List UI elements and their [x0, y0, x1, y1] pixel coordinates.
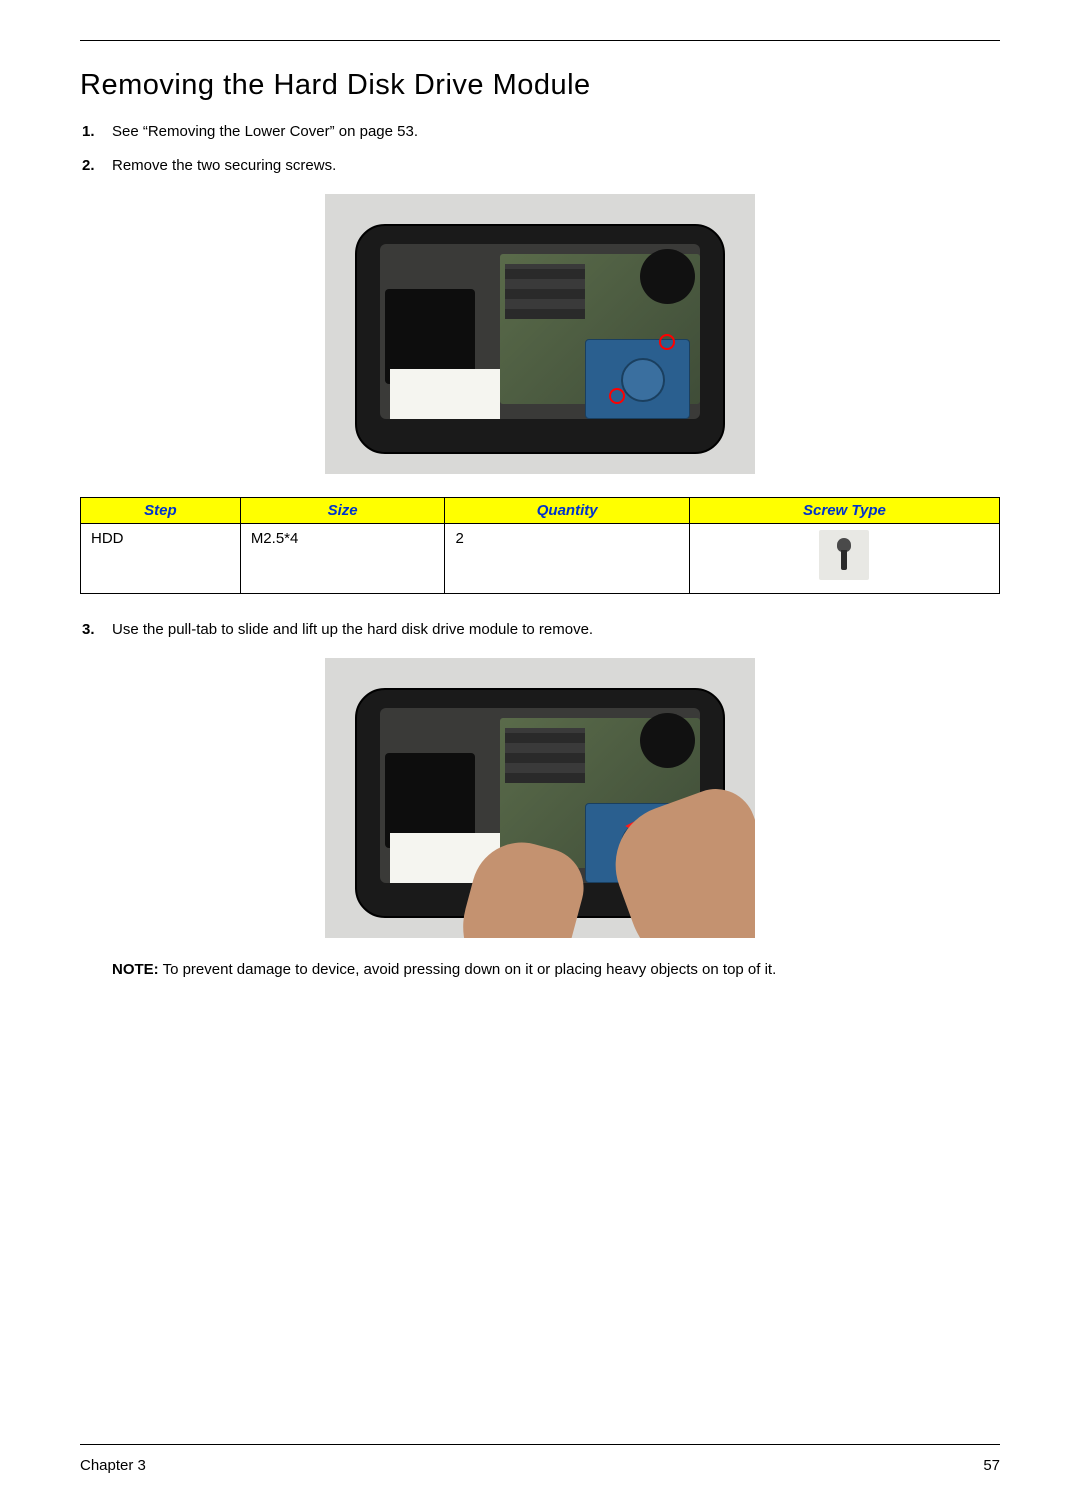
figure-1-wrap	[80, 194, 1000, 479]
footer-chapter: Chapter 3	[80, 1457, 146, 1474]
step-text: See “Removing the Lower Cover” on page 5…	[112, 123, 418, 140]
step-number: 1.	[82, 120, 95, 144]
note-label: NOTE:	[112, 961, 159, 978]
step-3: 3. Use the pull-tab to slide and lift up…	[112, 618, 1000, 642]
screw-marker-icon	[659, 334, 675, 350]
figure-2-wrap	[80, 658, 1000, 943]
step-2: 2. Remove the two securing screws.	[112, 154, 1000, 178]
step-list-cont: 3. Use the pull-tab to slide and lift up…	[80, 618, 1000, 642]
cell-step: HDD	[81, 524, 241, 594]
step-number: 2.	[82, 154, 95, 178]
bottom-rule	[80, 1444, 1000, 1445]
col-type: Screw Type	[689, 498, 999, 524]
step-text: Remove the two securing screws.	[112, 157, 336, 174]
screw-marker-icon	[609, 388, 625, 404]
step-list: 1. See “Removing the Lower Cover” on pag…	[80, 120, 1000, 178]
page-footer: Chapter 3 57	[80, 1444, 1000, 1474]
figure-1-screws	[325, 194, 755, 474]
screw-icon	[819, 530, 869, 580]
cell-size: M2.5*4	[240, 524, 445, 594]
step-number: 3.	[82, 618, 95, 642]
figure-2-pulltab	[325, 658, 755, 938]
table-row: HDD M2.5*4 2	[81, 524, 1000, 594]
note-line: NOTE: To prevent damage to device, avoid…	[80, 961, 1000, 978]
step-1: 1. See “Removing the Lower Cover” on pag…	[112, 120, 1000, 144]
col-size: Size	[240, 498, 445, 524]
screw-table: Step Size Quantity Screw Type HDD M2.5*4…	[80, 497, 1000, 594]
page-heading: Removing the Hard Disk Drive Module	[80, 69, 1000, 102]
footer-page: 57	[983, 1457, 1000, 1474]
cell-qty: 2	[445, 524, 689, 594]
col-qty: Quantity	[445, 498, 689, 524]
note-text: To prevent damage to device, avoid press…	[159, 961, 777, 978]
cell-screw-image	[689, 524, 999, 594]
col-step: Step	[81, 498, 241, 524]
step-text: Use the pull-tab to slide and lift up th…	[112, 621, 593, 638]
top-rule	[80, 40, 1000, 41]
